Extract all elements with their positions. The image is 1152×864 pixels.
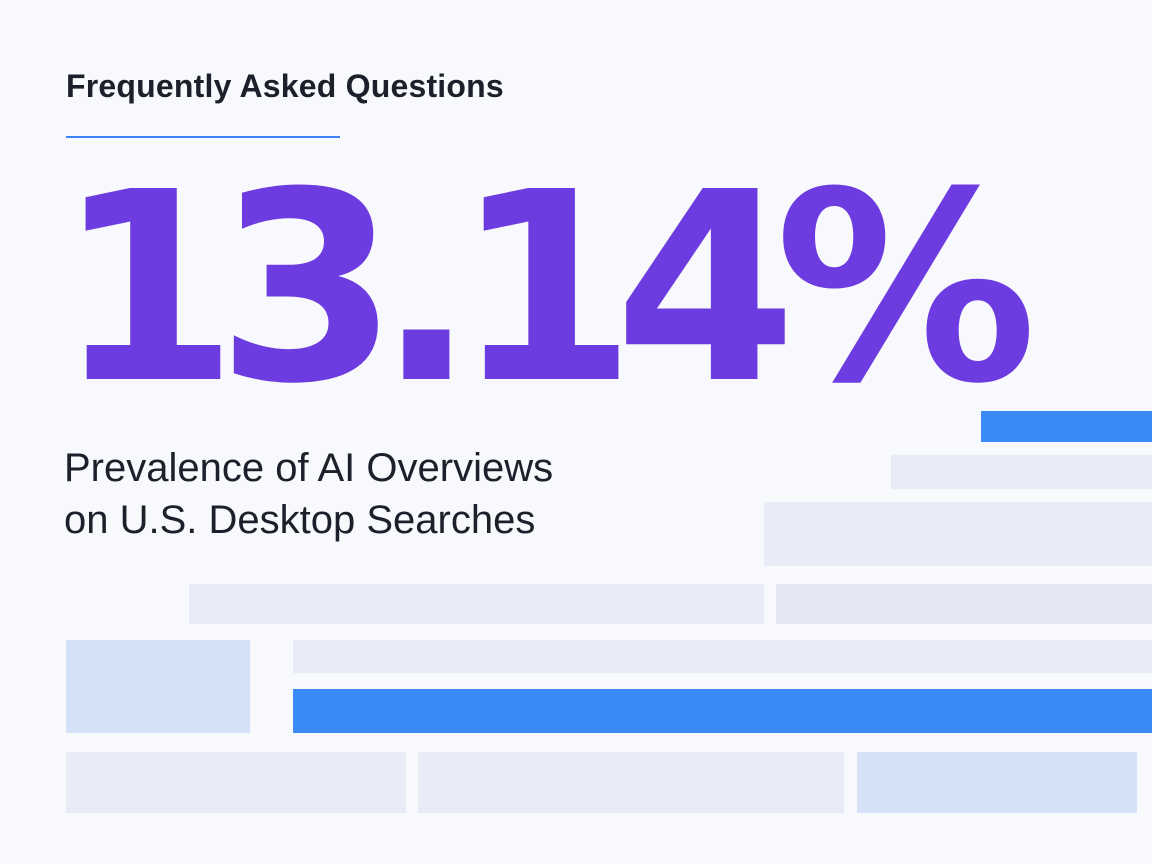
decor-bar	[857, 752, 1137, 813]
hero-caption-line-1: Prevalence of AI Overviews	[64, 446, 554, 490]
decor-bar	[418, 752, 844, 813]
decor-bar-accent-top	[981, 411, 1152, 442]
hero-caption: Prevalence of AI Overviews on U.S. Deskt…	[64, 442, 704, 546]
decor-bar	[293, 640, 1152, 673]
page-title: Frequently Asked Questions	[66, 68, 504, 104]
hero-statistic: 13.14%	[56, 136, 1037, 441]
decor-square	[66, 640, 250, 733]
decor-bar	[764, 502, 1152, 566]
decor-bar	[776, 584, 1152, 624]
hero-caption-line-2: on U.S. Desktop Searches	[64, 498, 536, 542]
decor-bar-accent-wide	[293, 689, 1152, 733]
decor-bar	[891, 455, 1152, 489]
decor-bar	[66, 752, 406, 813]
decor-bar	[189, 584, 764, 624]
title-underline	[66, 136, 340, 138]
